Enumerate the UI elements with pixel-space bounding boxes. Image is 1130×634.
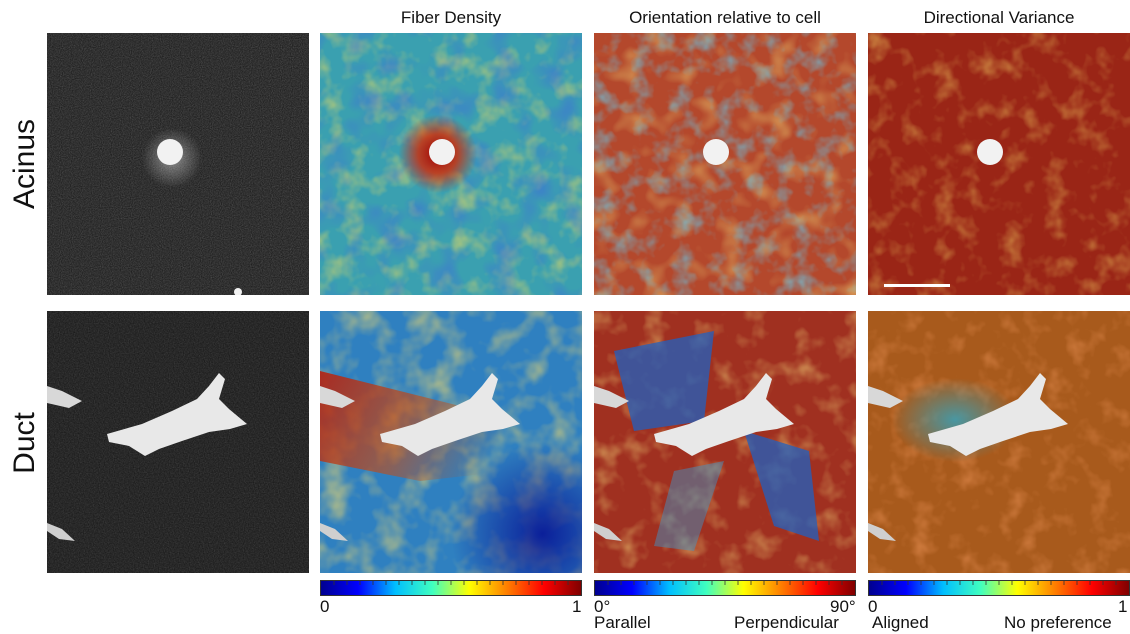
acinus-directional-variance-map <box>868 33 1130 295</box>
duct-raw-image <box>47 311 309 573</box>
duct-directional-variance-map <box>868 311 1130 573</box>
colorbar-fiber-density <box>320 580 582 596</box>
colorbar-tick-marks <box>607 581 843 585</box>
colorbar-orientation <box>594 580 856 596</box>
colorbar-3-right-caption: No preference <box>1004 613 1112 632</box>
colorbar-2-max-label: 90° <box>830 597 856 616</box>
acinus-raw-image <box>47 33 309 295</box>
colorbar-tick-marks <box>881 581 1117 585</box>
column-title-fiber-density: Fiber Density <box>400 8 502 27</box>
colorbar-3-min-label: 0 <box>868 597 878 616</box>
column-title-orientation: Orientation relative to cell <box>629 8 821 27</box>
colorbar-3-left-caption: Aligned <box>872 613 929 632</box>
colorbar-3-max-label: 1 <box>1118 597 1128 616</box>
colorbar-tick-marks <box>333 581 569 585</box>
duct-orientation-map <box>594 311 856 573</box>
colorbar-directional-variance <box>868 580 1130 596</box>
colorbar-2-min-label: 0° <box>594 597 611 616</box>
acinus-orientation-map <box>594 33 856 295</box>
acinus-fiber-density-map <box>320 33 582 295</box>
column-title-directional-variance: Directional Variance <box>923 8 1075 27</box>
colorbar-1-min-label: 0 <box>320 597 330 616</box>
colorbar-2-right-caption: Perpendicular <box>734 613 839 632</box>
duct-fiber-density-map <box>320 311 582 573</box>
colorbar-2-left-caption: Parallel <box>594 613 651 632</box>
colorbar-1-max-label: 1 <box>572 597 582 616</box>
row-label-acinus: Acinus <box>8 118 41 210</box>
scale-bar <box>884 284 950 287</box>
row-label-duct: Duct <box>8 412 41 474</box>
